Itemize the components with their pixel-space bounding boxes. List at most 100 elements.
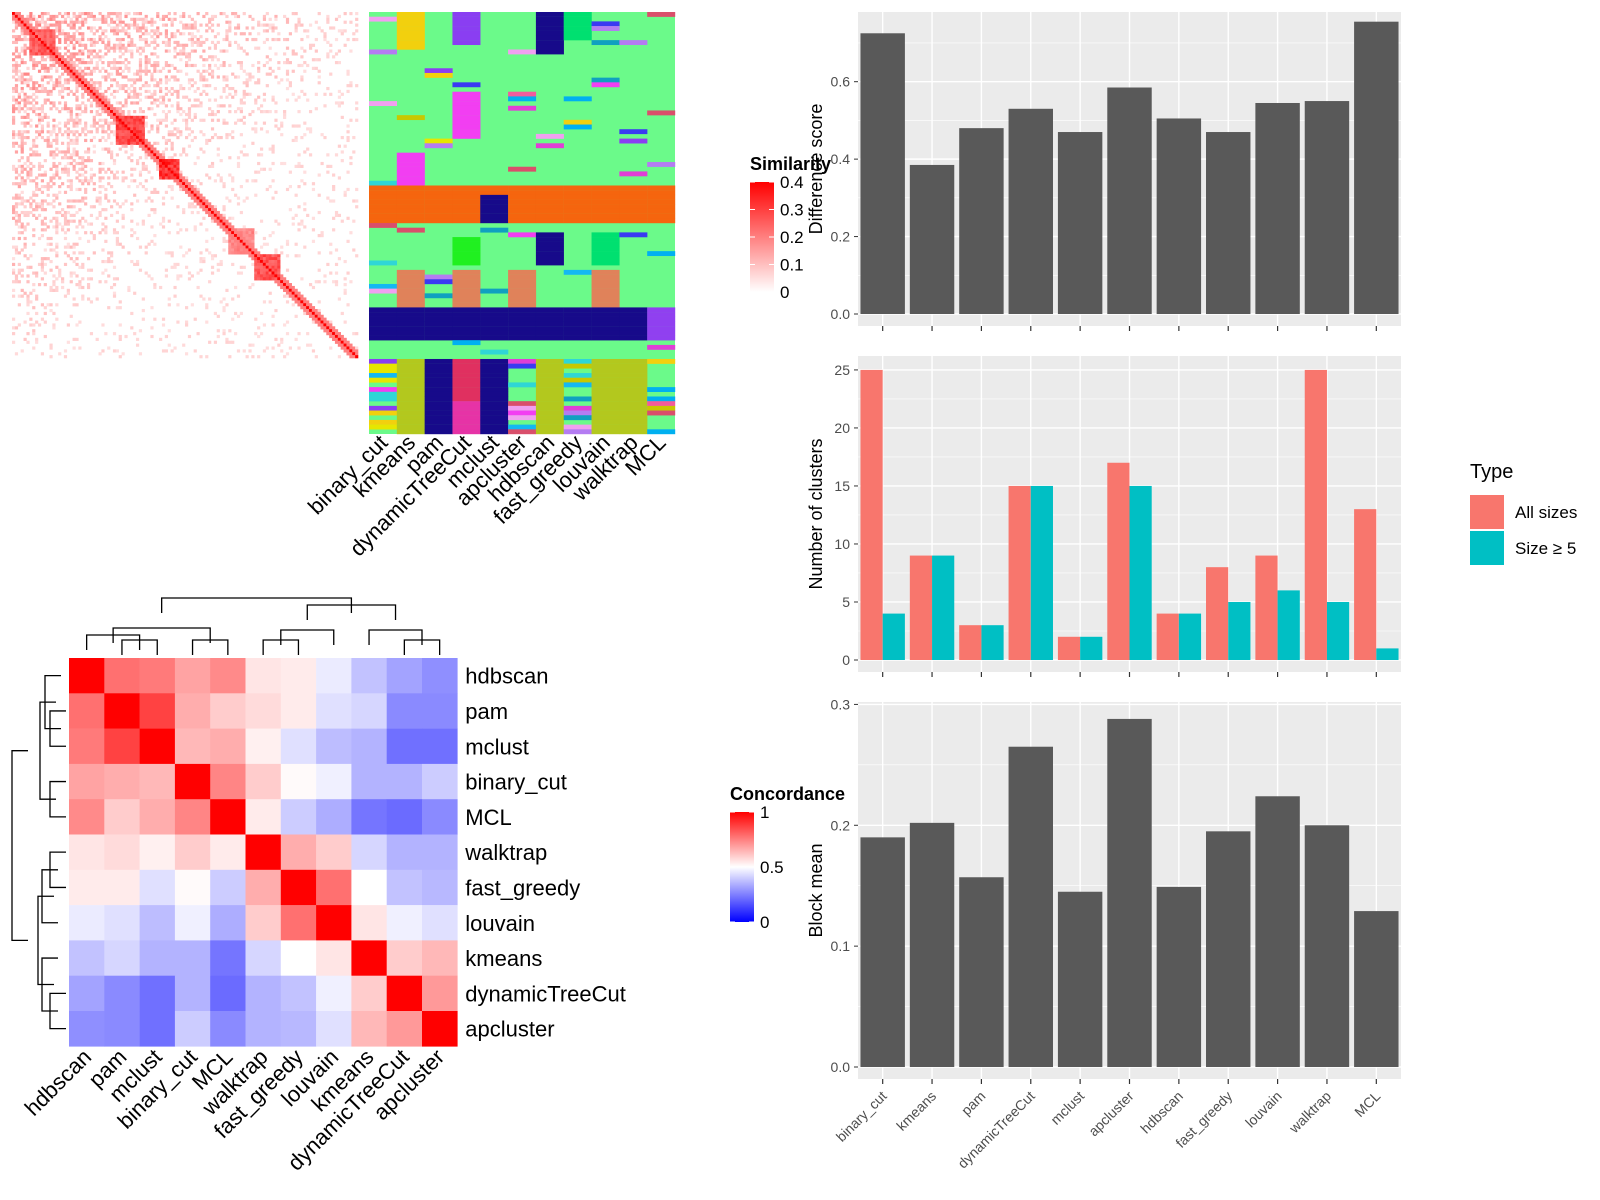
similarity-cell — [118, 300, 122, 304]
cluster-label-cell — [535, 133, 564, 139]
similarity-cell — [46, 144, 50, 148]
similarity-cell — [334, 37, 339, 42]
similarity-cell — [285, 72, 290, 76]
similarity-cell — [202, 196, 206, 200]
similarity-cell — [210, 265, 215, 269]
similarity-cell — [144, 20, 148, 24]
cluster-label-cell — [480, 316, 509, 322]
similarity-cell — [101, 37, 105, 42]
similarity-cell — [112, 199, 117, 203]
similarity-cell — [277, 283, 281, 287]
similarity-cell — [355, 23, 359, 27]
similarity-cell — [52, 153, 56, 157]
bar-all-sizes — [959, 625, 982, 660]
concordance-cell — [422, 834, 458, 871]
similarity-cell — [251, 26, 255, 30]
similarity-cell — [262, 14, 267, 19]
similarity-cell — [32, 208, 36, 212]
similarity-cell — [35, 274, 39, 278]
similarity-cell — [164, 112, 168, 117]
similarity-cell — [98, 49, 102, 53]
similarity-cell — [92, 81, 96, 85]
cluster-label-cell — [396, 316, 425, 322]
similarity-cell — [248, 75, 252, 79]
cluster-label-cell — [591, 298, 620, 303]
similarity-cell — [173, 127, 177, 131]
similarity-cell — [52, 216, 56, 220]
similarity-cell — [222, 75, 226, 79]
similarity-cell — [14, 222, 19, 226]
similarity-cell — [72, 121, 76, 125]
similarity-cell — [242, 251, 246, 255]
similarity-cell — [37, 52, 42, 56]
similarity-cell — [314, 107, 318, 111]
similarity-cell — [72, 245, 76, 249]
similarity-cell — [14, 205, 19, 209]
concordance-row-label: apcluster — [465, 1017, 554, 1042]
similarity-cell — [164, 274, 168, 278]
similarity-cell — [329, 72, 333, 76]
similarity-cell — [12, 288, 16, 292]
similarity-cell — [92, 37, 96, 42]
similarity-cell — [208, 55, 212, 59]
similarity-cell — [170, 164, 174, 168]
similarity-cell — [343, 12, 347, 16]
cluster-label-cell — [424, 415, 453, 421]
similarity-cell — [268, 23, 272, 27]
similarity-cell — [14, 150, 19, 154]
cluster-label-cell — [424, 368, 453, 374]
similarity-cell — [69, 130, 73, 134]
similarity-cell — [239, 311, 243, 316]
similarity-cell — [213, 43, 218, 47]
similarity-cell — [225, 29, 229, 33]
similarity-cell — [135, 72, 140, 76]
similarity-cell — [98, 37, 102, 42]
similarity-cell — [12, 280, 16, 284]
similarity-cell — [32, 193, 36, 197]
similarity-cell — [248, 254, 252, 258]
similarity-cell — [81, 61, 85, 65]
similarity-cell — [49, 52, 53, 56]
cluster-label-cell — [452, 288, 481, 294]
similarity-cell — [81, 69, 85, 73]
cluster-label-cell — [619, 321, 648, 327]
similarity-cell — [55, 133, 59, 137]
similarity-cell — [271, 23, 275, 27]
similarity-cell — [52, 23, 56, 27]
similarity-cell — [314, 92, 318, 96]
cluster-label-cell — [563, 396, 592, 402]
similarity-cell — [29, 20, 33, 24]
cluster-label-cell — [396, 208, 425, 214]
similarity-cell — [138, 63, 143, 68]
similarity-cell — [179, 274, 183, 278]
similarity-cell — [156, 130, 160, 134]
similarity-cell — [262, 274, 267, 278]
similarity-cell — [265, 274, 269, 278]
similarity-cell — [179, 185, 183, 189]
concordance-cell — [280, 975, 317, 1012]
similarity-cell — [115, 130, 119, 134]
similarity-cell — [98, 196, 102, 200]
cluster-label-cell — [535, 241, 564, 247]
similarity-cell — [135, 23, 140, 27]
similarity-cell — [288, 346, 292, 350]
similarity-cell — [311, 285, 316, 290]
similarity-cell — [190, 187, 194, 192]
cluster-label-cell — [452, 316, 481, 322]
similarity-cell — [199, 43, 203, 47]
similarity-cell — [86, 179, 91, 183]
concordance-cell — [69, 869, 105, 906]
similarity-cell — [72, 78, 76, 82]
cluster-label-cell — [619, 377, 648, 383]
similarity-cell — [187, 187, 192, 192]
similarity-cell — [173, 164, 177, 168]
similarity-cell — [29, 32, 33, 36]
similarity-cell — [337, 337, 341, 341]
similarity-cell — [110, 285, 114, 290]
similarity-cell — [72, 66, 76, 70]
similarity-cell — [173, 294, 177, 298]
similarity-cell — [161, 153, 166, 157]
similarity-cell — [265, 55, 269, 59]
similarity-cell — [231, 242, 235, 246]
similarity-cell — [156, 118, 160, 122]
